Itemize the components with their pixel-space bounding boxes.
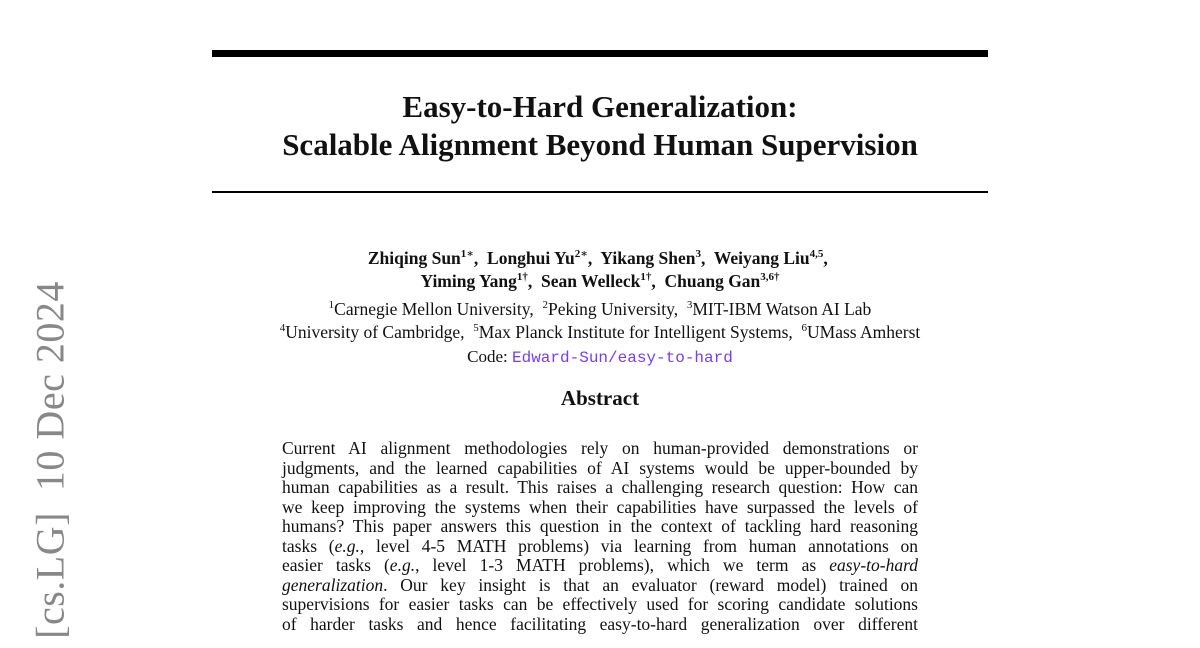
abstract-line: easier tasks (e.g., level 1-3 MATH probl… bbox=[282, 555, 918, 576]
abstract-text: , level 1-3 MATH problems), which we ter… bbox=[415, 555, 830, 575]
abstract-heading: Abstract bbox=[560, 386, 640, 410]
abstract-line: humans? This paper answers this question… bbox=[282, 516, 918, 537]
abstract-text: judgments, and the learned capabilities … bbox=[282, 457, 918, 478]
abstract-body: Current AI alignment methodologies rely … bbox=[282, 438, 918, 635]
affiliation-number: 3 bbox=[686, 299, 693, 311]
affiliation-number: 6 bbox=[801, 322, 808, 334]
abstract-text: we keep improving the systems when their… bbox=[282, 496, 918, 517]
abstract-line: tasks (e.g., level 4-5 MATH problems) vi… bbox=[282, 535, 918, 557]
author-name: Yiming Yang bbox=[420, 271, 517, 291]
affiliation-number: 5 bbox=[473, 322, 479, 334]
author-list: Zhiqing Sun1∗, Longhui Yu2∗, Yikang Shen… bbox=[367, 248, 833, 291]
abstract-line: we keep improving the systems when their… bbox=[282, 496, 918, 518]
paper-title-line-2: Scalable Alignment Beyond Human Supervis… bbox=[282, 127, 918, 162]
abstract-text: human capabilities as a result. This rai… bbox=[282, 477, 918, 497]
author-affiliation-marker: 1† bbox=[640, 271, 652, 283]
abstract-line: supervisions for easier tasks can be eff… bbox=[282, 594, 918, 615]
abstract-text: Current AI alignment methodologies rely … bbox=[282, 438, 918, 458]
code-repo-link[interactable]: Edward-Sun/easy-to-hard bbox=[512, 349, 733, 367]
abstract-emphasis: e.g. bbox=[334, 535, 360, 556]
affiliation-name: UMass Amherst bbox=[807, 322, 921, 342]
author-name: Zhiqing Sun bbox=[367, 248, 461, 268]
abstract-line: judgments, and the learned capabilities … bbox=[282, 457, 918, 479]
code-line: Code: Edward-Sun/easy-to-hard bbox=[200, 346, 1000, 369]
author-name: Chuang Gan bbox=[664, 271, 761, 291]
abstract-line: generalization. Our key insight is that … bbox=[282, 574, 918, 596]
top-rule bbox=[212, 50, 988, 57]
author-affiliation-marker: 1† bbox=[516, 271, 528, 283]
abstract-text: . Our key insight is that an evaluator (… bbox=[383, 574, 918, 595]
abstract-line: Current AI alignment methodologies rely … bbox=[282, 438, 918, 459]
affiliation-list: 1Carnegie Mellon University, 2Peking Uni… bbox=[279, 299, 921, 342]
author-name: Weiyang Liu bbox=[713, 248, 810, 268]
abstract-text: tasks ( bbox=[282, 535, 335, 556]
abstract-text: of harder tasks and hence facilitating e… bbox=[282, 613, 918, 634]
abstract-text: supervisions for easier tasks can be eff… bbox=[282, 594, 918, 614]
abstract-emphasis: generalization bbox=[282, 574, 384, 595]
affiliation-number: 1 bbox=[328, 299, 335, 311]
affiliation-number: 2 bbox=[542, 299, 549, 311]
bottom-rule bbox=[212, 191, 988, 193]
affiliation-name: Peking University bbox=[548, 299, 674, 319]
author-name: Yikang Shen bbox=[600, 248, 696, 268]
arxiv-stamp: [cs.LG] 10 Dec 2024 bbox=[27, 281, 74, 639]
affiliation-name: Max Planck Institute for Intelligent Sys… bbox=[478, 322, 789, 342]
author-affiliation-marker: 3,6† bbox=[760, 271, 780, 283]
affiliation-number: 4 bbox=[279, 322, 286, 334]
abstract-text: easier tasks ( bbox=[282, 555, 390, 575]
paper-title-line-1: Easy-to-Hard Generalization: bbox=[402, 89, 798, 124]
abstract-text: humans? This paper answers this question… bbox=[282, 516, 918, 536]
author-affiliation-marker: 1∗ bbox=[460, 248, 474, 260]
author-name: Longhui Yu bbox=[487, 248, 575, 268]
arxiv-date: 10 Dec 2024 bbox=[27, 281, 73, 492]
abstract-text: , level 4-5 MATH problems) via learning … bbox=[359, 535, 918, 556]
author-affiliation-marker: 2∗ bbox=[574, 248, 588, 260]
abstract-emphasis: easy-to-hard bbox=[829, 555, 918, 575]
affiliation-name: Carnegie Mellon University bbox=[334, 299, 530, 319]
author-affiliation-marker: 4,5 bbox=[809, 248, 824, 260]
abstract-line: of harder tasks and hence facilitating e… bbox=[282, 613, 918, 635]
code-label: Code: bbox=[467, 347, 508, 366]
abstract-emphasis: e.g. bbox=[389, 555, 416, 575]
affiliation-name: MIT-IBM Watson AI Lab bbox=[692, 299, 872, 319]
author-affiliation-marker: 3 bbox=[695, 248, 702, 260]
affiliation-name: University of Cambridge bbox=[285, 322, 461, 342]
abstract-line: human capabilities as a result. This rai… bbox=[282, 477, 918, 498]
arxiv-category: [cs.LG] bbox=[27, 512, 73, 639]
author-name: Sean Welleck bbox=[541, 271, 641, 291]
